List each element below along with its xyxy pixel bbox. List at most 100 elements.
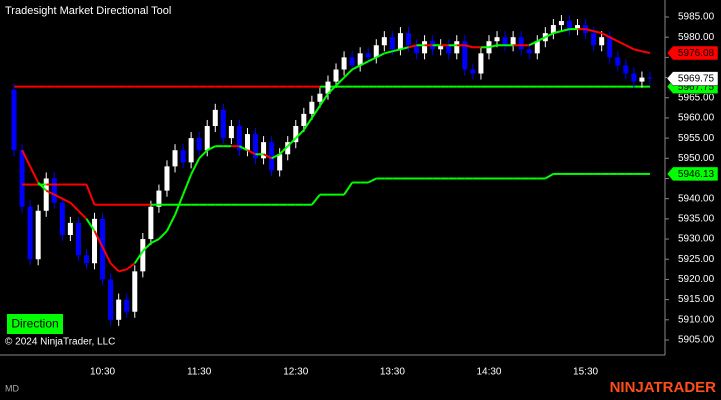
plot: 5905.00 5910.00 5915.00 5920.00 5925.00 5930.… <box>11 12 719 378</box>
indicator-line <box>561 28 570 33</box>
y-tick-label: 5950.00 <box>678 153 715 164</box>
y-tick-label: 5965.00 <box>678 92 715 103</box>
indicator-line <box>553 30 562 35</box>
indicator-line <box>343 68 353 79</box>
candle-body <box>67 222 73 236</box>
candle-body <box>365 53 371 58</box>
candle-body <box>285 142 291 155</box>
candle-body <box>140 239 146 272</box>
candle-body <box>389 37 395 50</box>
candle-body <box>591 33 597 46</box>
candle-body <box>35 210 41 260</box>
candle-body <box>51 178 57 203</box>
candle-body <box>341 57 347 70</box>
indicator-line <box>392 48 401 53</box>
indicator-tag-label: 5976.08 <box>678 48 715 59</box>
chart-title: Tradesight Market Directional Tool <box>5 5 171 17</box>
candle-body <box>438 45 444 50</box>
candle-body <box>132 271 138 312</box>
indicator-line <box>190 157 201 175</box>
candle-body <box>502 37 508 46</box>
candle-body <box>244 134 250 151</box>
candle-body <box>83 255 89 264</box>
indicator-line <box>528 40 538 47</box>
indicator-line <box>311 105 321 119</box>
indicator-line <box>126 262 136 271</box>
indicator-line <box>367 56 377 63</box>
candle-body <box>599 37 605 46</box>
indicator-line <box>375 52 385 59</box>
candle-body <box>414 45 420 54</box>
indicator-line <box>158 230 168 240</box>
indicator-line <box>85 218 96 232</box>
y-tick-label: 5955.00 <box>678 133 715 144</box>
indicator-line <box>263 153 273 160</box>
candle-body <box>462 41 468 70</box>
y-tick-label: 5915.00 <box>678 294 715 305</box>
copyright: © 2024 NinjaTrader, LLC <box>5 337 115 348</box>
indicator-line <box>142 242 152 252</box>
indicator-line <box>601 32 611 39</box>
indicator-line <box>77 210 88 220</box>
direction-button[interactable] <box>7 314 63 334</box>
indicator-line <box>53 193 63 200</box>
indicator-line <box>61 197 71 204</box>
indicator-line <box>85 184 96 206</box>
candle-body <box>422 41 428 54</box>
button-label[interactable]: Direction <box>11 317 58 331</box>
indicator-line <box>633 48 643 53</box>
candle-body <box>75 222 81 256</box>
x-tick-label: 14:30 <box>476 367 501 378</box>
indicator-line <box>319 93 329 107</box>
candle-body <box>180 150 186 163</box>
indicator-line <box>206 145 216 152</box>
candle-body <box>526 49 532 54</box>
candle-body <box>381 37 387 46</box>
indicator-line <box>93 230 104 248</box>
candle-body <box>615 57 621 66</box>
indicator-line <box>311 194 321 206</box>
x-tick-label: 11:30 <box>187 367 212 378</box>
candle-body <box>575 25 581 30</box>
candle-body <box>470 69 476 74</box>
indicator-line <box>69 202 80 212</box>
indicator-line <box>609 36 619 43</box>
candle-body <box>43 178 49 211</box>
x-tick-label: 10:30 <box>90 367 115 378</box>
indicator-line <box>21 149 32 167</box>
indicator-line <box>198 149 208 160</box>
candle-body <box>607 37 613 58</box>
candle-body <box>253 134 259 159</box>
indicator-line <box>617 40 627 47</box>
candle-body <box>196 138 202 151</box>
indicator-line <box>29 165 40 183</box>
indicator-line <box>641 50 651 54</box>
indicator-line <box>295 129 305 139</box>
indicator-line <box>464 44 474 49</box>
candle-body <box>92 218 98 264</box>
candle-body <box>333 69 339 82</box>
indicator-line <box>271 153 281 160</box>
indicator-line <box>351 64 361 71</box>
indicator-line <box>335 76 345 87</box>
indicator-line <box>488 44 498 49</box>
candle-body <box>631 73 637 82</box>
candle-body <box>317 93 323 102</box>
indicator-line <box>118 268 127 273</box>
candle-body <box>373 45 379 58</box>
indicator-line <box>133 250 144 264</box>
candle-body <box>647 77 653 79</box>
candle-body <box>534 41 540 54</box>
y-tick-label: 5960.00 <box>678 113 715 124</box>
candle-body <box>309 101 315 114</box>
candle-body <box>494 37 500 42</box>
candle-body <box>27 206 33 260</box>
x-tick-label: 12:30 <box>283 367 308 378</box>
candle-body <box>124 299 130 312</box>
candle-body <box>478 53 484 74</box>
candle-body <box>220 109 226 139</box>
x-tick-label: 13:30 <box>380 367 405 378</box>
candle-body <box>269 142 275 171</box>
candle-body <box>172 150 178 167</box>
candle-body <box>325 81 331 94</box>
